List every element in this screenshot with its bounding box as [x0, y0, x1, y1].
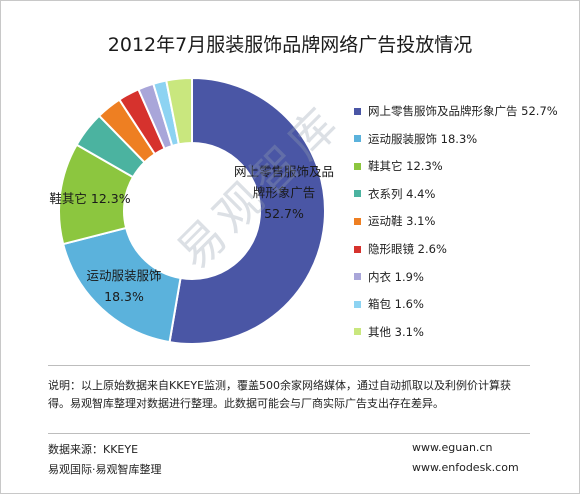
donut-slice-2 [61, 226, 182, 344]
chart-note: 说明：以上原始数据来自KKEYE监测，覆盖500余家网络媒体，通过自动抓取以及利… [48, 379, 512, 410]
legend-swatch [354, 300, 361, 308]
legend-swatch [354, 273, 361, 281]
data-label-2: 运动服装服饰 18.3% [86, 268, 161, 304]
legend-label: 内衣 1.9% [368, 269, 424, 284]
legend-label: 其他 3.1% [368, 324, 424, 339]
data-source: 数据来源：KKEYE [48, 443, 139, 456]
donut-slice-1 [168, 76, 326, 345]
legend-swatch [354, 217, 361, 225]
website-link[interactable]: www.enfodesk.com [412, 461, 519, 474]
legend-label: 衣系列 4.4% [368, 186, 436, 201]
legend-label: 运动鞋 3.1% [368, 214, 436, 229]
legend-label: 隐形眼镜 2.6% [368, 242, 447, 256]
legend-label: 箱包 1.6% [368, 297, 424, 312]
data-label-3: 鞋其它 12.3% [49, 191, 130, 206]
data-label-1: 网上零售服饰及品牌形象广告 52.7% [234, 164, 334, 221]
legend-swatch [354, 190, 361, 198]
organization: 易观国际·易观智库整理 [48, 463, 162, 476]
legend-swatch [354, 107, 361, 115]
legend-label: 运动服装服饰 18.3% [368, 131, 478, 146]
divider [48, 365, 530, 366]
donut-slice-9 [165, 76, 193, 146]
legend-item: 鞋其它 12.3% [354, 158, 443, 174]
legend-item: 衣系列 4.4% [354, 186, 435, 202]
legend-swatch [354, 245, 361, 253]
legend-item: 内衣 1.9% [354, 269, 424, 285]
legend-swatch [354, 162, 361, 170]
legend-swatch [354, 328, 361, 336]
legend-swatch [354, 135, 361, 143]
divider [48, 433, 530, 434]
legend-item: 网上零售服饰及品牌形象广告 52.7% [354, 103, 558, 119]
legend-item: 其他 3.1% [354, 324, 424, 340]
legend-item: 隐形眼镜 2.6% [354, 241, 447, 257]
legend-item: 箱包 1.6% [354, 296, 424, 312]
legend-label: 鞋其它 12.3% [368, 159, 443, 174]
website-link[interactable]: www.eguan.cn [412, 441, 493, 454]
legend-item: 运动鞋 3.1% [354, 213, 435, 229]
chart-title: 2012年7月服装服饰品牌网络广告投放情况 [107, 34, 473, 56]
legend-item: 运动服装服饰 18.3% [354, 131, 477, 147]
legend-label: 网上零售服饰及品牌形象广告 52.7% [368, 104, 558, 118]
